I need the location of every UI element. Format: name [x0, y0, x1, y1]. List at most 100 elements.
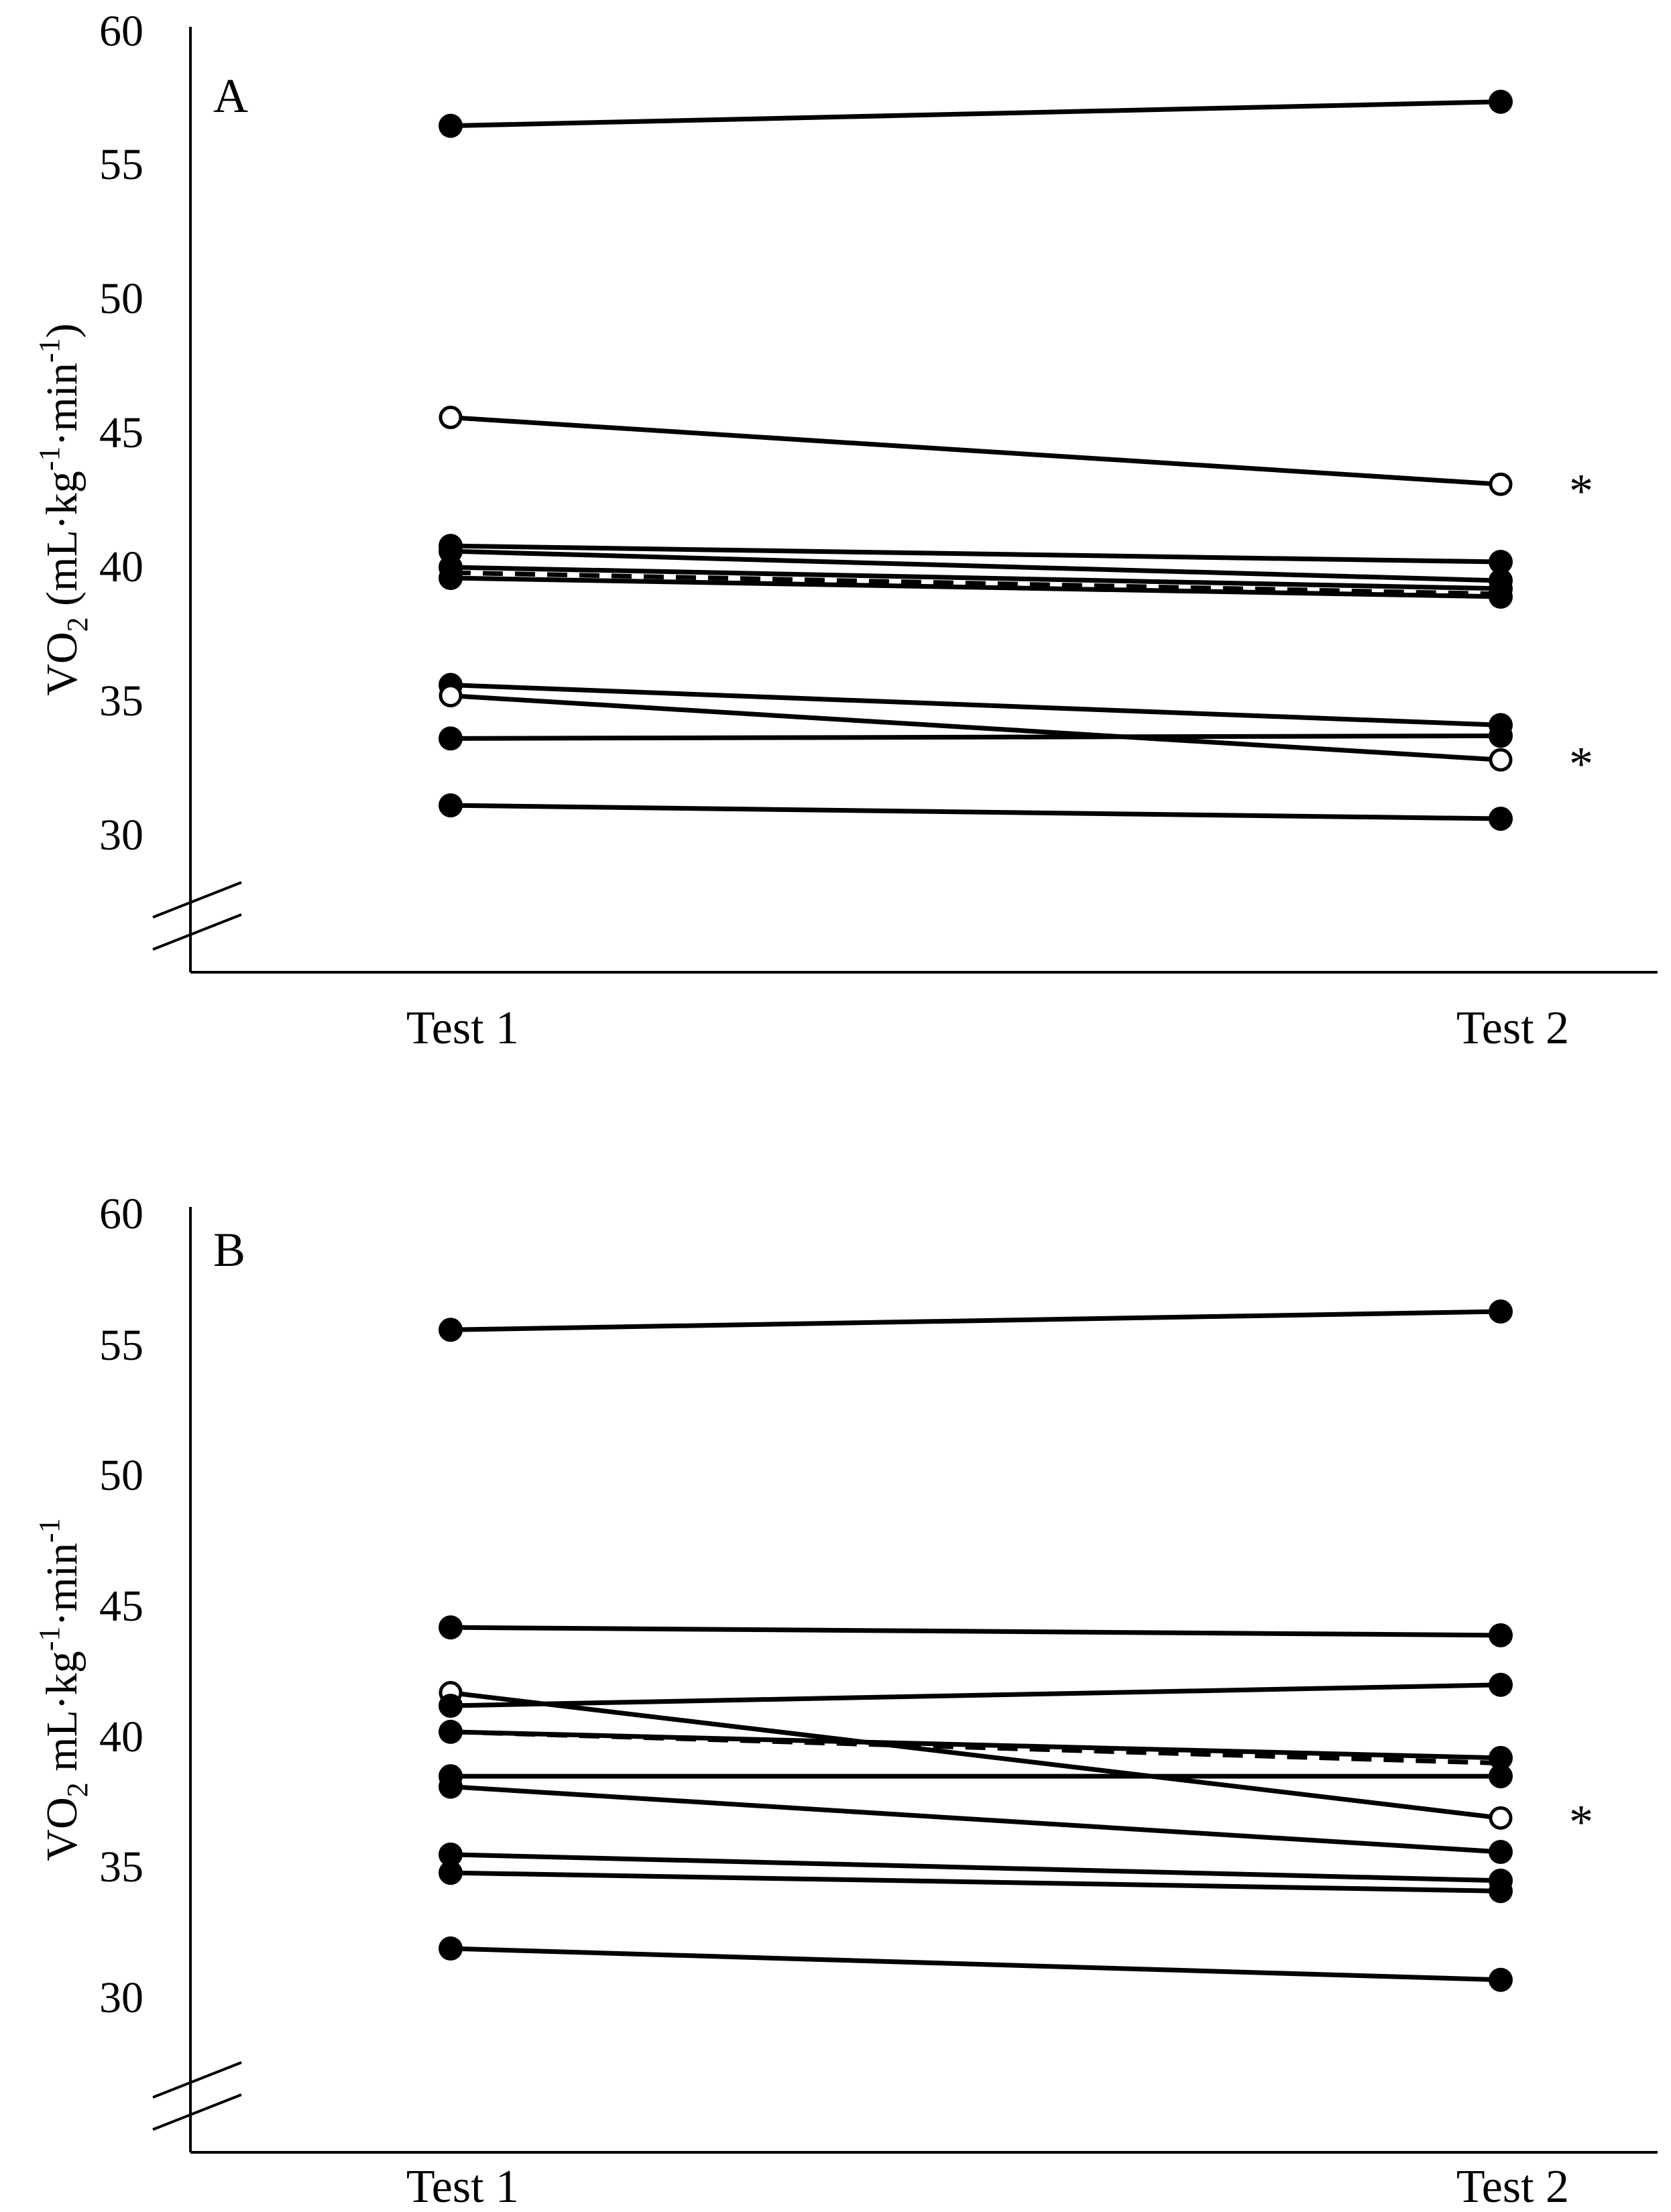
series-line [450, 1946, 1501, 1983]
open-point [439, 406, 463, 430]
series-p8 [439, 684, 1513, 772]
y-tick-label: 35 [99, 1843, 143, 1891]
filled-point [1489, 1672, 1513, 1697]
series-p9 [439, 1861, 1513, 1904]
axis-break-mark [152, 2061, 242, 2099]
series-p1 [439, 89, 1513, 138]
filled-point [439, 1936, 463, 1961]
filled-point [1489, 1299, 1513, 1324]
y-tick-label: 40 [99, 542, 143, 591]
panel-a: A VO2 (mL·kg-1·min-1) 60 55 50 45 40 35 … [33, 7, 1658, 1054]
panel-letter: A [213, 69, 248, 123]
filled-point [1489, 1623, 1513, 1647]
open-point [1489, 748, 1513, 772]
series-line [450, 1690, 1501, 1820]
filled-point [1489, 1839, 1513, 1864]
axis-break-mark [152, 913, 242, 951]
y-axis-label: VO2 mL·kg-1·min-1 [33, 1518, 94, 1861]
y-tick-label: 45 [99, 408, 143, 457]
y-label-unit: mL·kg [38, 1651, 87, 1782]
y-tick-label: 60 [99, 7, 143, 56]
y-label-sup1: -1 [33, 447, 66, 471]
series-p2 [439, 1615, 1513, 1647]
filled-point [439, 726, 463, 751]
series-line [450, 683, 1501, 727]
filled-point [439, 565, 463, 590]
annotation-layer: ** [1569, 464, 1593, 791]
filled-point [1489, 807, 1513, 831]
y-label-sub: 2 [61, 617, 94, 632]
filled-point [439, 1615, 463, 1640]
series-p5 [439, 1719, 1513, 1770]
series-line [450, 1870, 1501, 1894]
series-p1 [439, 1299, 1513, 1342]
y-label-o: O [38, 632, 87, 664]
series-p6 [439, 1764, 1513, 1789]
series-line [450, 1309, 1501, 1332]
y-label-close: ) [38, 323, 87, 338]
y-tick-label: 60 [99, 1189, 143, 1238]
series-line [450, 1784, 1501, 1855]
series-line [450, 548, 1501, 583]
y-label-sup1: -1 [33, 1627, 66, 1651]
y-tick-label: 35 [99, 677, 143, 725]
y-label-v: V [38, 664, 87, 696]
significance-asterisk: * [1569, 1795, 1593, 1849]
filled-point [1489, 584, 1513, 609]
y-label-v: V [38, 1829, 87, 1861]
series-line [450, 565, 1501, 591]
y-tick-label: 55 [99, 1321, 143, 1370]
y-tick-label: 30 [99, 1973, 143, 2022]
significance-asterisk: * [1569, 464, 1593, 518]
open-point [1489, 472, 1513, 496]
series-mean [450, 1729, 1501, 1766]
axis-break-mark [152, 2093, 242, 2131]
series-layer [439, 89, 1513, 831]
x-category-label: Test 1 [406, 2161, 519, 2212]
series-p2 [439, 406, 1513, 496]
mean-line [450, 570, 1501, 597]
y-label-unit: (mL·kg [38, 471, 87, 617]
x-category-label: Test 1 [406, 1002, 519, 1054]
series-mean [450, 570, 1501, 597]
series-line [450, 1625, 1501, 1638]
filled-point [439, 1774, 463, 1799]
filled-point [439, 1318, 463, 1342]
series-line [450, 99, 1501, 129]
y-tick-label: 55 [99, 140, 143, 189]
y-axis-label: VO2 (mL·kg-1·min-1) [33, 323, 94, 695]
y-tick-label: 40 [99, 1712, 143, 1761]
annotation-layer: * [1569, 1795, 1593, 1849]
filled-point [1489, 1967, 1513, 1992]
y-tick-label: 50 [99, 274, 143, 323]
series-p4 [439, 1672, 1513, 1718]
filled-point [439, 1842, 463, 1867]
significance-asterisk: * [1569, 737, 1593, 791]
panel-letter: B [213, 1223, 245, 1277]
panel-b: B VO2 mL·kg-1·min-1 60 55 50 45 40 35 30… [33, 1189, 1658, 2212]
series-p7 [439, 1774, 1513, 1864]
y-tick-label: 30 [99, 811, 143, 860]
y-label-o: O [38, 1797, 87, 1829]
y-tick-label: 45 [99, 1582, 143, 1631]
y-tick-label: 50 [99, 1451, 143, 1500]
axis-break-mark [152, 881, 242, 919]
filled-point [1489, 1764, 1513, 1789]
series-line [450, 575, 1501, 599]
series-p10 [439, 1936, 1513, 1992]
series-p10 [439, 793, 1513, 831]
filled-point [439, 793, 463, 818]
series-line [450, 693, 1501, 762]
series-p8 [439, 1842, 1513, 1893]
series-line [450, 543, 1501, 565]
series-line [450, 1852, 1501, 1883]
filled-point [439, 113, 463, 138]
y-label-sub: 2 [61, 1782, 94, 1797]
open-point [1489, 1806, 1513, 1830]
y-label-sup2: -1 [33, 338, 66, 363]
x-category-label: Test 2 [1456, 2161, 1569, 2212]
y-label-sup2: -1 [33, 1518, 66, 1543]
filled-point [1489, 1879, 1513, 1904]
filled-point [439, 1861, 463, 1885]
